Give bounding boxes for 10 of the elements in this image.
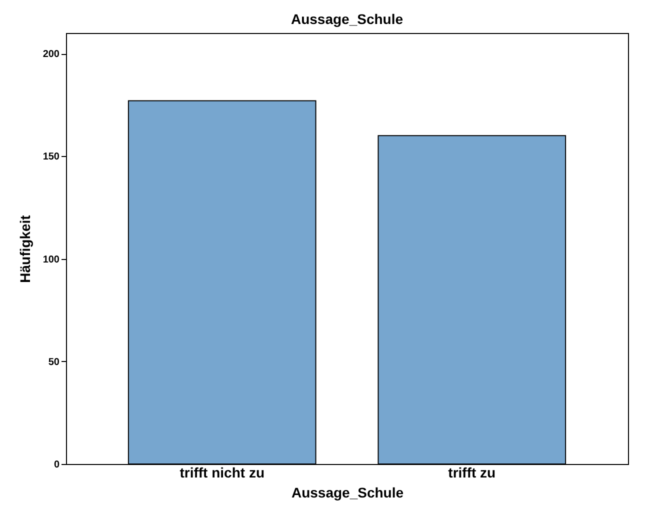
y-axis-title: Häufigkeit bbox=[16, 214, 33, 283]
x-tick-label: trifft zu bbox=[448, 464, 496, 480]
y-tick-label: 200 bbox=[42, 49, 60, 60]
y-tick-label: 0 bbox=[54, 460, 60, 470]
x-tick-label: trifft nicht zu bbox=[180, 464, 264, 480]
y-tick-label: 150 bbox=[42, 152, 60, 163]
y-tick-label: 100 bbox=[42, 254, 60, 266]
chart-title: Aussage_Schule bbox=[290, 11, 404, 27]
y-tick-label: 50 bbox=[48, 356, 60, 368]
x-axis-title: Aussage_Schule bbox=[291, 484, 404, 500]
